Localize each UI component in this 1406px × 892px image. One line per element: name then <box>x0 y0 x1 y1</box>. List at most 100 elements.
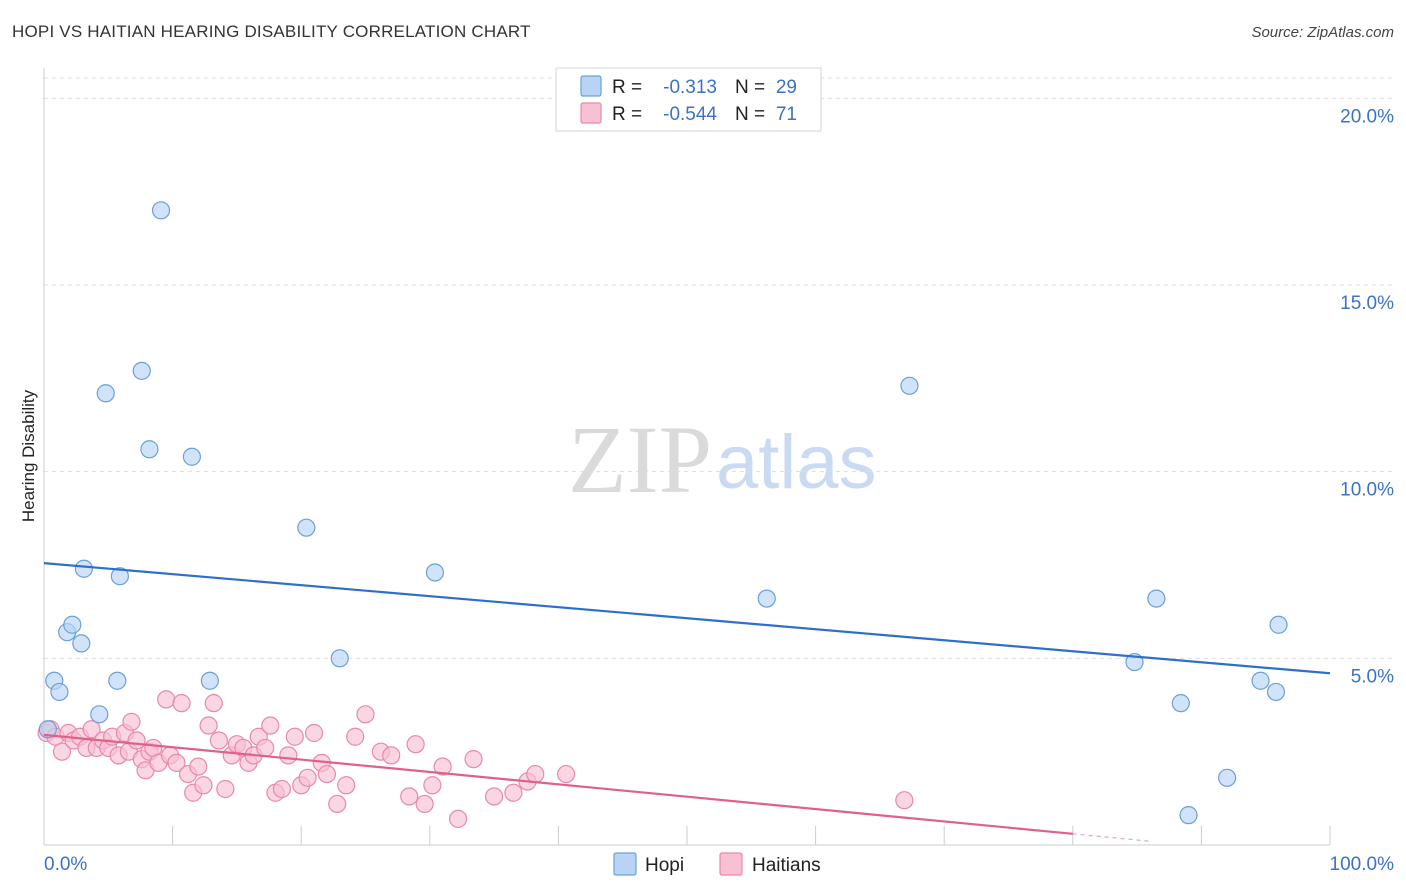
hopi-point <box>63 615 82 634</box>
haitians-point <box>82 720 101 739</box>
bottom-legend-label-haitians: Haitians <box>752 855 821 876</box>
haitians-point <box>279 746 298 765</box>
haitians-point <box>526 764 545 784</box>
chart-title: HOPI VS HAITIAN HEARING DISABILITY CORRE… <box>12 22 531 41</box>
haitians-point <box>557 764 576 784</box>
legend-n-value-hopi: 29 <box>776 77 797 98</box>
haitians-point <box>157 690 176 709</box>
haitians-point <box>189 757 208 776</box>
watermark: ZIP atlas <box>568 406 877 513</box>
y-tick-label: 20.0% <box>1340 106 1394 127</box>
legend-r-label-hopi: R = <box>612 77 642 98</box>
hopi-point <box>140 440 159 459</box>
haitians-point <box>199 716 218 735</box>
hopi-point <box>110 567 129 586</box>
hopi-point <box>900 376 919 395</box>
haitians-point <box>272 779 292 799</box>
haitians-point <box>122 712 141 731</box>
y-tick-label: 10.0% <box>1340 480 1394 501</box>
legend-r-label-haitians: R = <box>612 104 642 125</box>
chart-source: Source: ZipAtlas.com <box>1251 24 1394 41</box>
haitians-trend-line-extension <box>1072 833 1151 842</box>
haitians-point <box>423 776 442 795</box>
haitians-point <box>415 794 434 814</box>
hopi-point <box>182 447 201 466</box>
legend-swatch-haitians <box>580 102 602 124</box>
haitians-point <box>328 794 347 814</box>
hopi-point <box>1218 768 1237 787</box>
haitians-point <box>261 716 280 735</box>
hopi-point <box>757 589 776 608</box>
watermark-atlas: atlas <box>716 420 877 505</box>
hopi-point <box>1147 589 1166 608</box>
haitians-point <box>406 735 425 754</box>
haitians-point <box>382 746 401 765</box>
legend-n-label-haitians: N = <box>735 104 765 125</box>
haitians-point <box>464 750 483 769</box>
hopi-point <box>1179 806 1198 825</box>
hopi-point <box>330 649 349 668</box>
legend-box: R = -0.313 N = 29 R = -0.544 N = 71 <box>555 67 822 132</box>
haitians-point <box>256 738 275 758</box>
bottom-legend-swatch-haitians <box>719 852 743 876</box>
y-tick-label: 5.0% <box>1351 666 1394 687</box>
hopi-point <box>96 384 115 403</box>
legend-r-value-hopi: -0.313 <box>663 77 717 98</box>
hopi-point <box>1269 615 1288 634</box>
y-tick-labels: 5.0% 10.0% 15.0% 20.0% <box>1340 106 1394 687</box>
legend-r-value-haitians: -0.544 <box>663 104 717 125</box>
haitians-point <box>194 776 213 795</box>
haitians-point <box>504 783 523 802</box>
watermark-zip: ZIP <box>568 406 712 513</box>
hopi-point <box>38 720 57 739</box>
hopi-point <box>74 559 93 578</box>
x-tick-label-max: 100.0% <box>1330 854 1395 875</box>
grid-lines <box>44 77 1394 659</box>
bottom-legend-label-hopi: Hopi <box>645 855 684 876</box>
hopi-point <box>1251 671 1270 690</box>
data-points <box>37 201 1288 828</box>
hopi-point <box>1266 682 1286 702</box>
haitians-point <box>304 723 324 743</box>
haitians-trend-line <box>43 733 1073 835</box>
hopi-point <box>297 518 316 537</box>
legend-n-value-haitians: 71 <box>776 104 797 125</box>
hopi-point <box>132 361 151 380</box>
haitians-point <box>448 809 468 828</box>
haitians-point <box>433 757 452 776</box>
hopi-point <box>90 705 109 724</box>
haitians-point <box>172 694 191 713</box>
haitians-point <box>895 791 914 810</box>
haitians-point <box>285 727 304 746</box>
hopi-point <box>108 671 127 690</box>
haitians-point <box>356 705 375 724</box>
hopi-point <box>50 682 69 702</box>
legend-n-label-hopi: N = <box>735 77 765 98</box>
x-axis-ticks <box>43 826 1331 845</box>
haitians-point <box>346 727 365 746</box>
haitians-point <box>209 731 228 750</box>
hopi-point <box>200 671 219 690</box>
trend-lines <box>43 562 1331 842</box>
haitians-point <box>317 764 337 784</box>
haitians-point <box>400 787 419 806</box>
hopi-point <box>425 563 445 582</box>
legend-swatch-hopi <box>580 75 602 97</box>
bottom-legend-swatch-hopi <box>613 852 637 876</box>
hopi-trend-line <box>43 562 1331 675</box>
hopi-point <box>151 201 171 220</box>
haitians-point <box>298 768 317 787</box>
bottom-legend: Hopi Haitians <box>613 852 821 876</box>
y-tick-label: 15.0% <box>1340 293 1394 314</box>
hopi-point <box>72 634 91 653</box>
x-tick-label-min: 0.0% <box>44 854 87 875</box>
haitians-point <box>337 776 356 795</box>
hopi-point <box>1171 694 1190 713</box>
haitians-point <box>167 753 186 772</box>
haitians-point <box>204 694 223 713</box>
haitians-point <box>52 742 72 761</box>
haitians-point <box>485 787 504 806</box>
y-axis-title: Hearing Disability <box>19 389 38 522</box>
haitians-point <box>216 779 235 799</box>
